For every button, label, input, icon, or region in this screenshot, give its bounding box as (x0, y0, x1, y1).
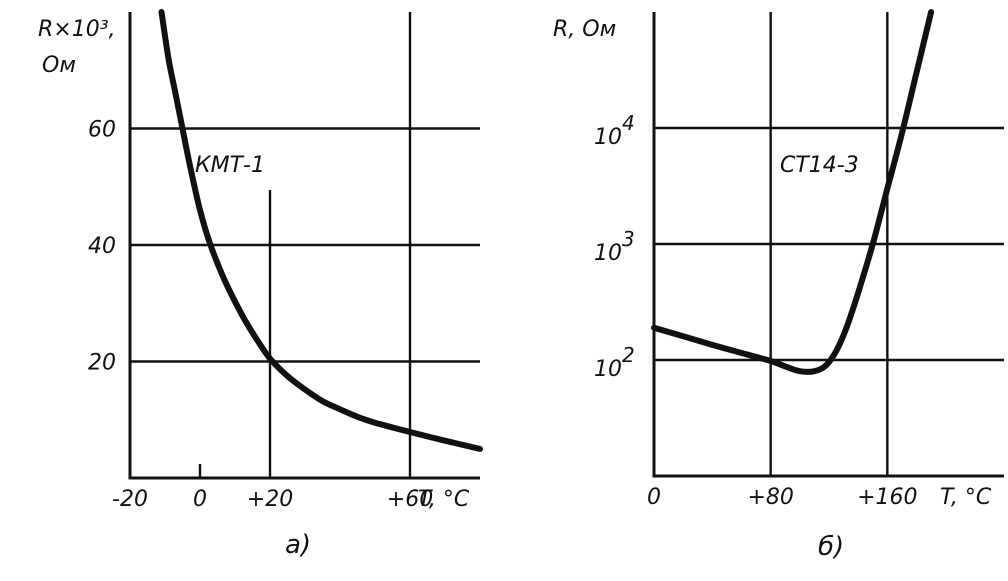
x-tick-label-a-3: +60 (387, 487, 433, 512)
y-tick-label-b-0: 10 (594, 357, 622, 382)
y-axis-unit-a: Ом (42, 53, 76, 78)
y-tick-exponent-b-0: 2 (622, 343, 635, 367)
y-tick-label-a-1: 40 (88, 234, 116, 259)
panel-label-a: а) (285, 530, 311, 560)
axes-frame-b (652, 12, 1004, 478)
grid-a (130, 12, 480, 478)
y-tick-label-b-2: 10 (594, 125, 622, 150)
y-tick-label-a-0: 20 (88, 351, 116, 376)
series-line-ct14-3 (651, 9, 935, 375)
x-tick-label-b-2: +160 (857, 485, 917, 510)
x-tick-label-a-0: -20 (112, 487, 148, 512)
y-tick-exponent-b-1: 3 (622, 227, 635, 251)
panel-label-b: б) (818, 532, 844, 562)
grid-b (654, 12, 1004, 476)
series-line-kmt-1 (158, 9, 483, 452)
y-tick-label-a-2: 60 (88, 118, 116, 143)
y-axis-title-b: R, Ом (553, 17, 616, 42)
y-ticks-a: 20 40 60 (88, 118, 116, 376)
y-axis-title-a: R×10³, (38, 17, 116, 42)
x-tick-label-b-1: +80 (747, 485, 793, 510)
x-tick-label-b-0: 0 (647, 485, 661, 510)
y-tick-exponent-b-2: 4 (622, 111, 635, 135)
x-axis-title-a: T, °C (418, 487, 470, 512)
curve-label-ct14-3: СТ14-3 (780, 153, 859, 178)
y-tick-label-b-1: 10 (594, 241, 622, 266)
x-ticks-b: 0 +80 +160 (647, 485, 918, 510)
x-tick-label-a-2: +20 (247, 487, 293, 512)
curve-label-kmt-1: КМТ-1 (195, 153, 265, 178)
axes-frame-a (128, 12, 480, 480)
x-ticks-a: -20 0 +20 +60 (112, 487, 433, 512)
x-tick-label-a-1: 0 (193, 487, 207, 512)
x-axis-title-b: T, °C (940, 485, 992, 510)
